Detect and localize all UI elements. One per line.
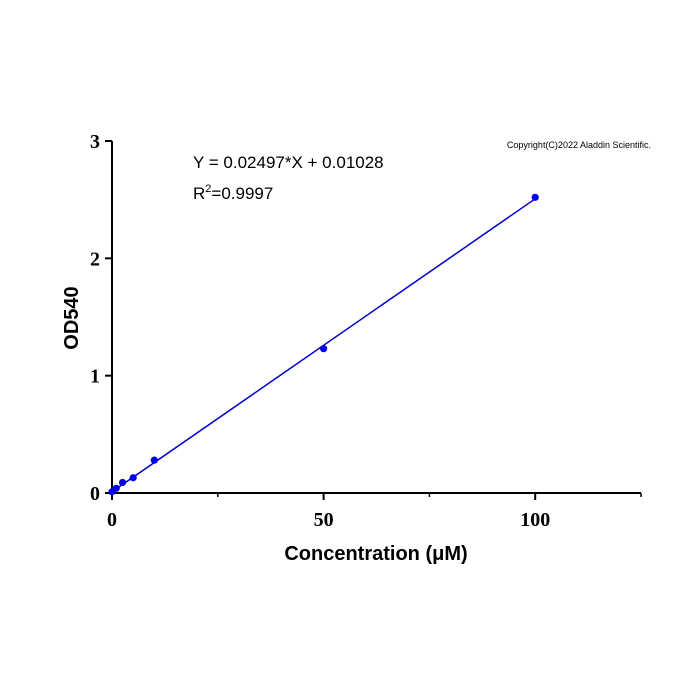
r-squared-label: R2=0.9997 [193,183,273,203]
x-axis-title: Concentration (μM) [284,543,467,565]
x-tick-label: 100 [520,509,550,531]
x-tick-label: 50 [314,509,334,531]
y-axis-title: OD540 [61,286,83,349]
copyright-notice: Copyright(C)2022 Aladdin Scientific. [507,140,651,150]
data-points [108,193,539,496]
y-tick-label: 0 [90,483,100,505]
regression-equation: Y = 0.02497*X + 0.01028 [193,153,384,172]
data-point [112,484,120,492]
y-tick-label: 2 [90,248,100,270]
y-tick-label: 1 [90,366,100,388]
data-point [150,456,158,464]
axes [111,141,641,494]
ticks: 0 50 100 0 1 2 3 [90,131,642,531]
data-point [320,345,328,353]
data-point [129,474,137,482]
x-tick-label: 0 [107,509,117,531]
data-point [118,478,127,487]
data-point [531,193,539,201]
y-tick-label: 3 [90,131,100,153]
